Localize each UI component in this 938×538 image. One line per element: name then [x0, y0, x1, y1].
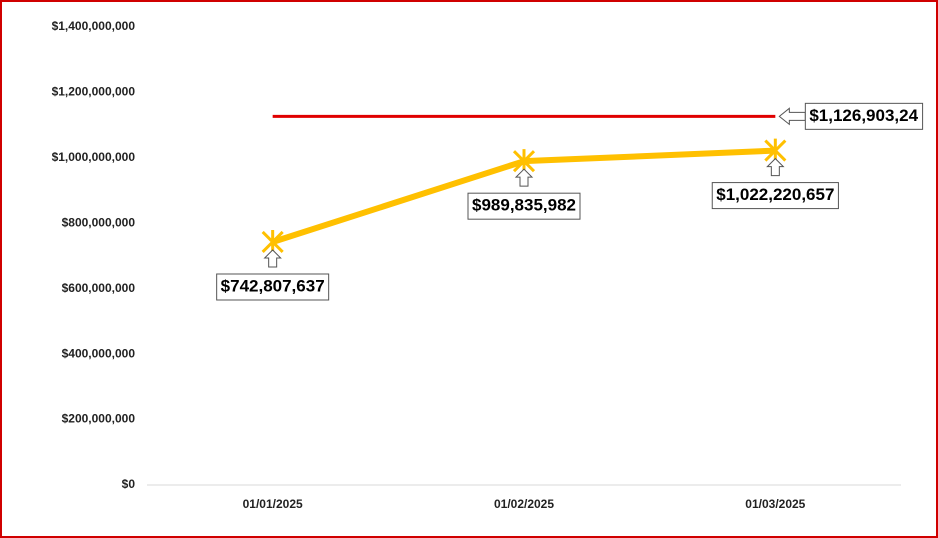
label-arrow: [514, 168, 534, 187]
data-label: $1,126,903,24: [809, 106, 918, 125]
label-box: [711, 182, 839, 210]
data-label: $742,807,637: [221, 276, 325, 295]
label-arrow: [263, 249, 282, 268]
label-box: [216, 273, 330, 301]
label-arrow: [766, 157, 785, 177]
y-tick-label: $1,400,000,000: [52, 19, 136, 33]
x-tick-label: 01/02/2025: [494, 497, 554, 511]
y-tick-label: $600,000,000: [62, 281, 136, 295]
y-tick-label: $0: [122, 477, 136, 491]
y-tick-label: $1,200,000,000: [52, 85, 136, 99]
label-box: [467, 192, 581, 220]
x-tick-label: 01/03/2025: [745, 497, 805, 511]
y-tick-label: $800,000,000: [62, 215, 136, 229]
y-tick-label: $200,000,000: [62, 412, 136, 426]
data-label: $1,022,220,657: [716, 185, 834, 204]
y-tick-label: $400,000,000: [62, 346, 136, 360]
label-box: [804, 102, 924, 130]
data-label: $989,835,982: [472, 196, 576, 215]
y-tick-label: $1,000,000,000: [52, 150, 136, 164]
x-tick-label: 01/01/2025: [243, 497, 303, 511]
